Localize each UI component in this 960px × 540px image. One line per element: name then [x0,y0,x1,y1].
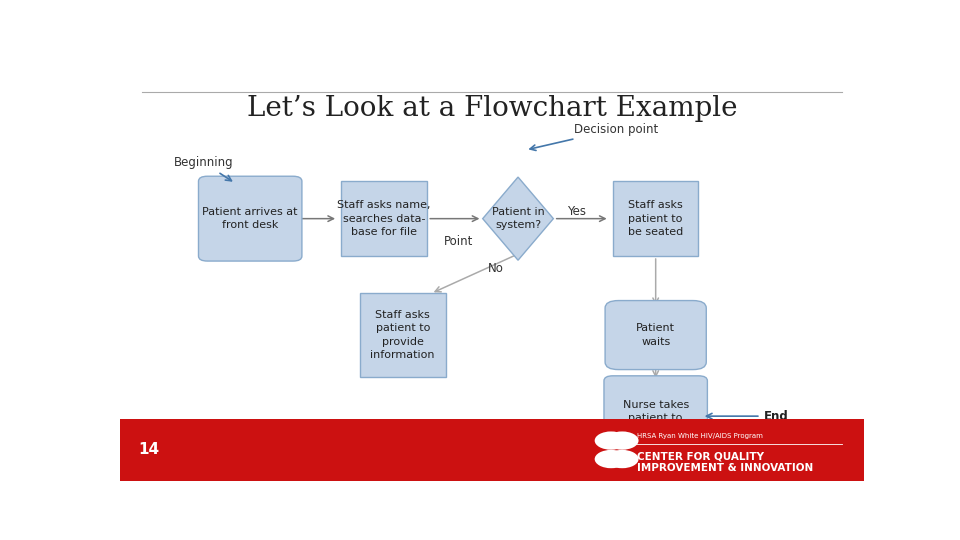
Text: Let’s Look at a Flowchart Example: Let’s Look at a Flowchart Example [247,95,737,122]
Text: Staff asks name,
searches data-
base for file: Staff asks name, searches data- base for… [337,200,431,237]
Text: Point: Point [444,235,473,248]
FancyBboxPatch shape [612,181,699,256]
Text: Patient arrives at
front desk: Patient arrives at front desk [203,207,298,230]
FancyBboxPatch shape [120,419,864,481]
Circle shape [606,450,638,468]
Text: HRSA Ryan White HIV/AIDS Program: HRSA Ryan White HIV/AIDS Program [637,433,763,440]
Text: Yes: Yes [567,205,587,218]
Text: Staff asks
patient to
provide
information: Staff asks patient to provide informatio… [371,310,435,360]
Text: End: End [707,410,788,423]
FancyBboxPatch shape [199,176,301,261]
Circle shape [594,450,628,468]
Text: Decision point: Decision point [530,123,659,151]
Circle shape [594,431,628,450]
Text: Staff asks
patient to
be seated: Staff asks patient to be seated [628,200,684,237]
Circle shape [606,431,638,450]
FancyBboxPatch shape [605,301,707,369]
Text: Nurse takes
patient to
exam room: Nurse takes patient to exam room [622,400,689,436]
Text: CENTER FOR QUALITY
IMPROVEMENT & INNOVATION: CENTER FOR QUALITY IMPROVEMENT & INNOVAT… [637,451,813,473]
FancyBboxPatch shape [342,181,427,256]
Text: No: No [488,262,504,275]
Text: Patient
waits: Patient waits [636,323,675,347]
Text: Beginning: Beginning [174,156,233,181]
Text: 14: 14 [138,442,159,457]
Polygon shape [483,177,553,260]
FancyBboxPatch shape [360,294,445,377]
FancyBboxPatch shape [604,376,708,461]
Text: Patient in
system?: Patient in system? [492,207,544,230]
